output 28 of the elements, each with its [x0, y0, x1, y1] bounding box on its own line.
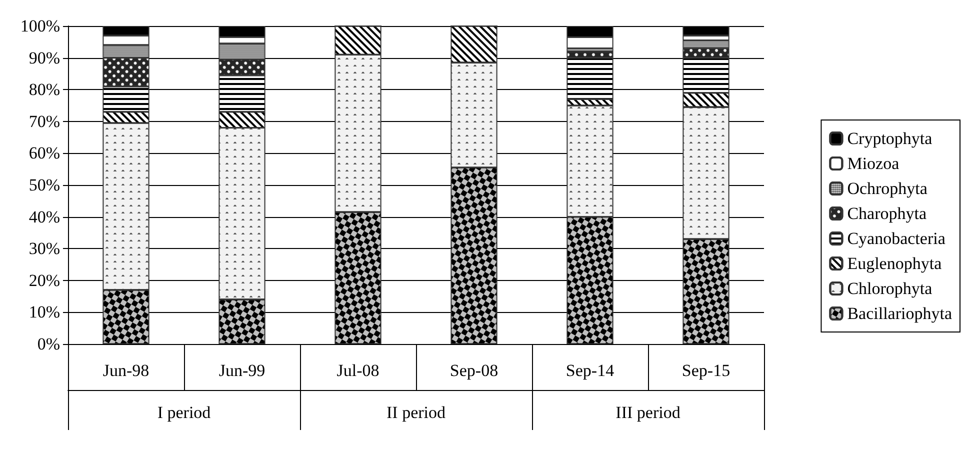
y-tick-label: 30% [28, 239, 60, 258]
x-tick-label: Sep-15 [682, 361, 730, 380]
text: III period [616, 403, 681, 422]
y-tick-label: 20% [28, 270, 60, 290]
y-tick-label: 90% [28, 48, 60, 68]
legend-label: Cyanobacteria [847, 229, 946, 248]
x-tick-label: Sep-08 [450, 361, 498, 380]
x-tick-label: Sep-14 [566, 361, 615, 380]
legend-label: Chlorophyta [847, 279, 933, 298]
y-tick-label: 80% [28, 80, 60, 100]
legend-label: Ochrophyta [847, 179, 928, 198]
legend-label: Charophyta [847, 204, 927, 223]
x-tick-label: Jul-08 [336, 361, 380, 380]
y-tick-label: 100% [20, 16, 60, 36]
x-tick-label: Jun-99 [218, 361, 266, 380]
y-tick-label: 0% [37, 334, 60, 354]
text: I period [157, 403, 212, 422]
y-tick-label: 70% [28, 112, 60, 131]
legend-label: Bacillariophyta [847, 304, 952, 323]
y-tick-label: 40% [28, 207, 60, 226]
y-tick-label: 50% [28, 176, 60, 194]
y-tick-label: 60% [28, 144, 60, 163]
y-tick-label: 10% [28, 302, 60, 322]
text: II period [386, 403, 446, 422]
legend-label: Cryptophyta [847, 129, 933, 148]
legend-label: Miozoa [847, 154, 900, 173]
legend-label: Euglenophyta [847, 254, 942, 273]
x-tick-label: Jun-98 [102, 361, 150, 380]
